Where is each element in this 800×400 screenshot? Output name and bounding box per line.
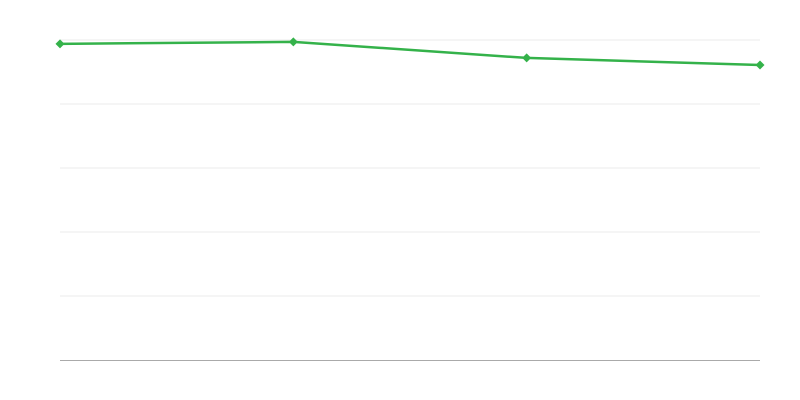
data-point-marker[interactable] <box>755 60 765 70</box>
data-point-marker[interactable] <box>288 37 298 47</box>
data-point-marker[interactable] <box>522 53 532 63</box>
series-line <box>59 40 761 67</box>
gridlines <box>60 39 760 297</box>
series-group <box>55 37 765 70</box>
data-point-marker[interactable] <box>55 39 65 49</box>
